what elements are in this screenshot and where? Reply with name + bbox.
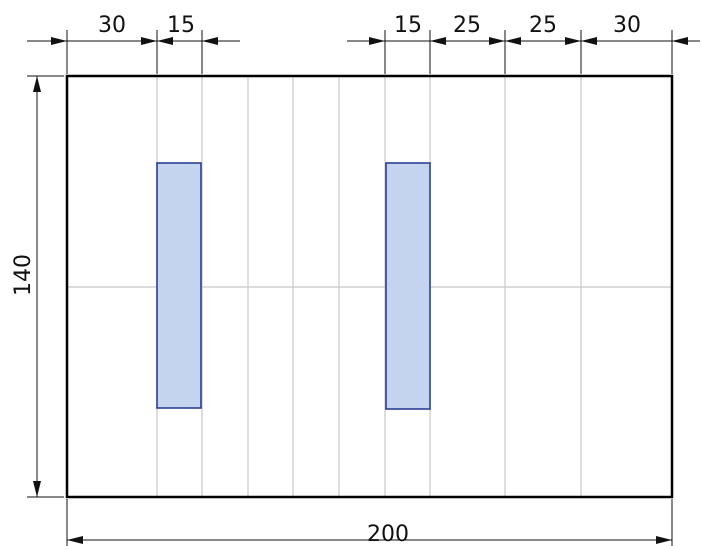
grid-lines [67,76,672,497]
width-dimension: 200 [66,499,673,546]
dim-label-140: 140 [11,254,36,296]
height-dimension: 140 [11,75,64,498]
dim-label-25-second: 25 [529,13,557,38]
top-arrowheads [51,37,688,45]
dim-label-15-right: 15 [394,13,422,38]
top-dimension-labels: 30 15 15 25 25 30 [98,13,641,38]
right-plate [385,162,431,410]
outer-border [65,74,674,499]
dim-label-30-right: 30 [613,13,641,38]
dim-label-30-left: 30 [98,13,126,38]
dim-label-15-left: 15 [167,13,195,38]
dim-label-25-first: 25 [453,13,481,38]
dim-label-200: 200 [367,522,409,546]
top-extension-lines [66,30,673,74]
left-plate [156,162,202,409]
